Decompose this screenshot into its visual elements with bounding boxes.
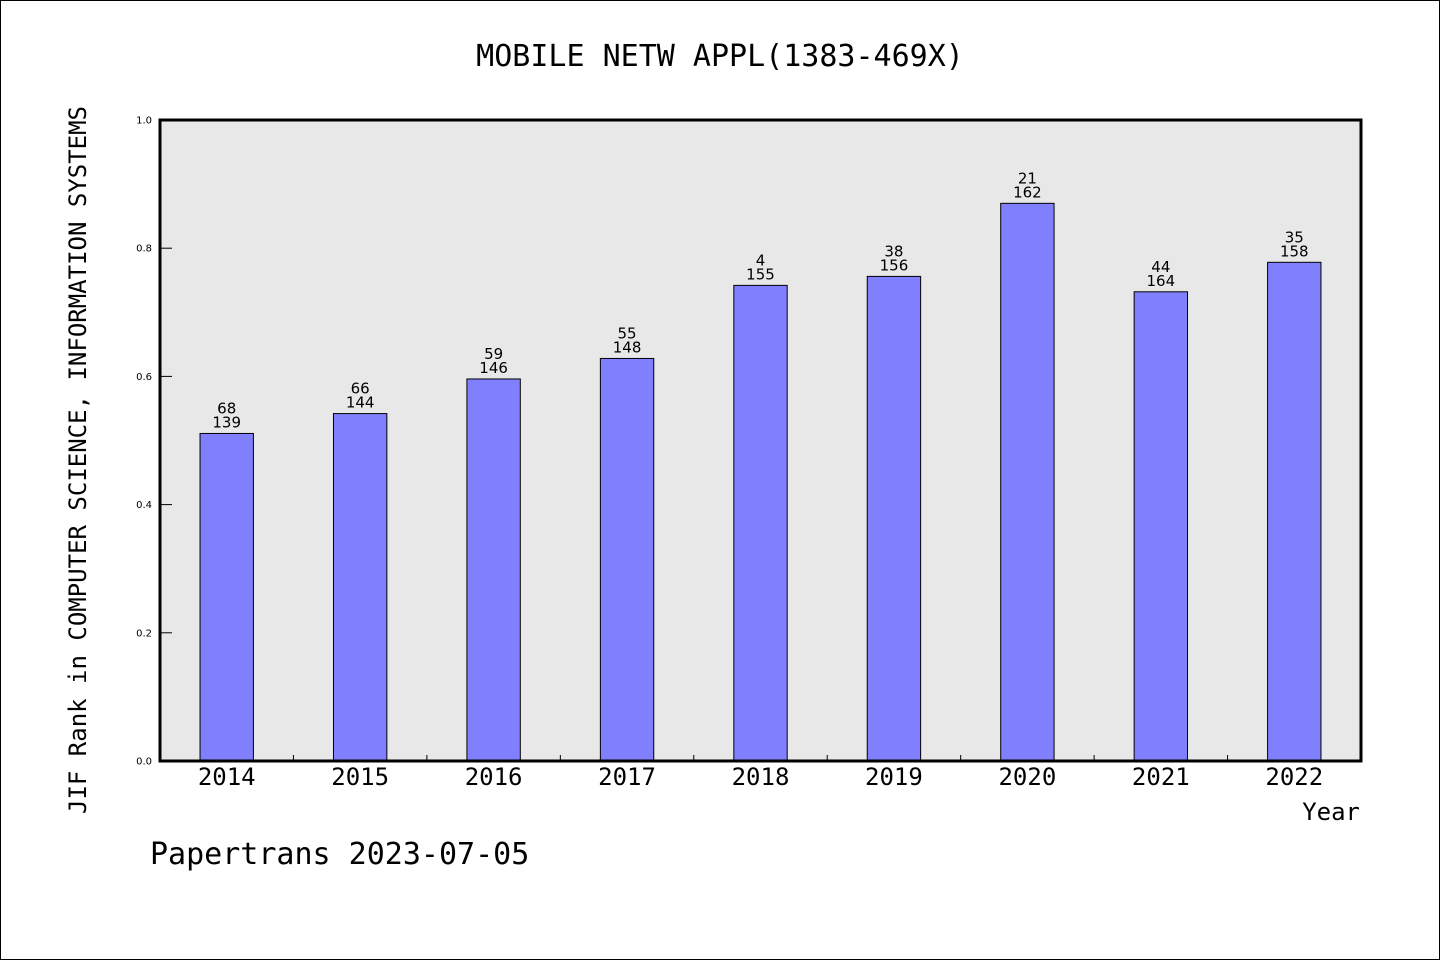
plot-border (158, 118, 1363, 763)
bars (199, 202, 1322, 762)
x-tick-label: 2020 (998, 763, 1056, 791)
x-tick-label: 2022 (1265, 763, 1323, 791)
bar-2018 (733, 284, 788, 762)
x-tick-label: 2017 (598, 763, 656, 791)
bar-total-label: 146 (479, 359, 508, 377)
y-tick-label: 0.6 (136, 372, 152, 383)
footer-credit: Papertrans 2023-07-05 (150, 837, 529, 872)
bar-rank-label: 44 (1151, 258, 1170, 276)
bar-total-label: 158 (1280, 242, 1309, 260)
y-tick-label: 0.8 (136, 244, 152, 255)
x-tick-label: 2018 (732, 763, 790, 791)
bar-rank-label: 68 (217, 399, 236, 417)
bar-2016 (466, 378, 521, 762)
chart-title: MOBILE NETW APPL(1383-469X) (476, 39, 964, 74)
bar-total-label: 139 (212, 413, 241, 431)
x-axis: 2014 2015 2016 2017 2018 2019 2020 2021 2022 (198, 755, 1323, 791)
bar-rank-label: 66 (351, 380, 370, 398)
x-tick-label: 2019 (865, 763, 923, 791)
bar-total-label: 156 (880, 256, 909, 274)
y-axis-label: JIF Rank in COMPUTER SCIENCE, INFORMATIO… (64, 106, 92, 814)
bar-2020 (1000, 202, 1055, 762)
bar-rank-label: 35 (1285, 228, 1304, 246)
bar-2017 (599, 357, 655, 762)
y-tick-label: 0.4 (136, 500, 152, 511)
y-tick-label: 0.2 (136, 628, 152, 639)
bar-2015 (332, 413, 388, 762)
bar-rank-label: 55 (618, 324, 637, 342)
x-tick-label: 2016 (465, 763, 523, 791)
bar-rank-label: 21 (1018, 169, 1037, 187)
x-axis-label: Year (1302, 798, 1360, 826)
bar-total-label: 144 (346, 394, 375, 412)
bar-total-label: 164 (1147, 272, 1176, 290)
x-tick-label: 2021 (1132, 763, 1190, 791)
y-tick-label: 0.0 (136, 757, 152, 768)
bar-rank-label: 4 (756, 251, 766, 269)
bar-2022 (1267, 261, 1322, 762)
bar-total-label: 155 (746, 265, 775, 283)
y-tick-label: 1.0 (136, 116, 152, 127)
x-tick-label: 2014 (198, 763, 256, 791)
bar-total-label: 148 (613, 338, 642, 356)
x-tick-label: 2015 (331, 763, 389, 791)
bar-total-label: 162 (1013, 183, 1042, 201)
bar-2019 (866, 275, 922, 762)
bar-2021 (1133, 291, 1189, 762)
bar-2014 (199, 432, 254, 762)
bar-rank-label: 59 (484, 345, 503, 363)
bar-rank-label: 38 (884, 242, 903, 260)
